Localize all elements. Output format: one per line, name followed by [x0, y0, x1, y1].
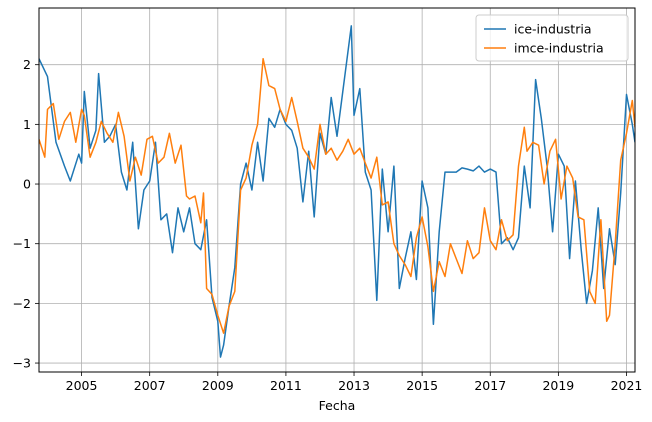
x-tick-label: 2007: [134, 378, 166, 393]
y-tick-label: 1: [23, 117, 31, 132]
x-axis-title: Fecha: [319, 398, 356, 413]
grid-lines: [39, 8, 635, 372]
y-tick-label: −2: [13, 296, 31, 311]
series-line-imce-industria: [39, 57, 635, 334]
plot-frame: [38, 7, 636, 373]
y-tick-label: 0: [23, 177, 31, 192]
y-tick-label: 2: [23, 57, 31, 72]
x-tick-label: 2017: [474, 378, 506, 393]
legend-box: [475, 14, 629, 62]
y-tick-label: −3: [13, 356, 31, 371]
legend-label: imce-industria: [514, 41, 604, 56]
y-axis: −3 −2 −1 0 1 2: [13, 57, 39, 371]
x-tick-label: 2019: [542, 378, 574, 393]
y-tick-label: −1: [13, 236, 31, 251]
legend: ice-industria imce-industria: [475, 14, 629, 62]
x-tick-label: 2009: [202, 378, 234, 393]
legend-label: ice-industria: [514, 22, 591, 37]
x-tick-label: 2005: [66, 378, 98, 393]
series-line-ice-industria: [39, 25, 635, 358]
x-tick-label: 2021: [611, 378, 643, 393]
plot-series: [39, 25, 635, 358]
x-axis: 2005 2007 2009 2011 2013 2015 2017 2019 2021: [66, 372, 643, 393]
x-tick-label: 2015: [406, 378, 438, 393]
x-tick-label: 2013: [338, 378, 370, 393]
x-tick-label: 2011: [270, 378, 302, 393]
